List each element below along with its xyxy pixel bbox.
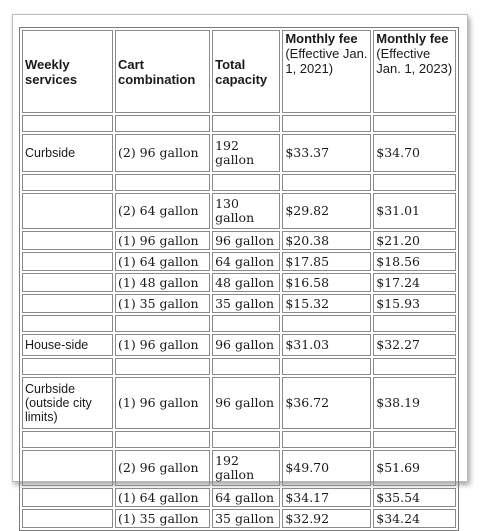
cart-cell: (1) 96 gallon bbox=[114, 377, 211, 429]
fee-2021-cell: $17.85 bbox=[282, 252, 372, 271]
cart-cell: (1) 96 gallon bbox=[114, 334, 211, 356]
fee-2023-cell: $15.93 bbox=[373, 294, 456, 313]
table-row: (1) 96 gallon 96 gallon $20.38 $21.20 bbox=[22, 231, 456, 250]
fee-2021-cell: $34.17 bbox=[282, 488, 372, 507]
fee-2021-cell: $32.92 bbox=[282, 509, 372, 528]
cart-cell: (1) 64 gallon bbox=[114, 488, 211, 507]
table-row: Curbside (2) 96 gallon 192 gallon $33.37… bbox=[22, 134, 456, 172]
cart-cell: (1) 48 gallon bbox=[114, 273, 211, 292]
table-row: (1) 35 gallon 35 gallon $15.32 $15.93 bbox=[22, 294, 456, 313]
spacer-row bbox=[22, 315, 456, 332]
capacity-cell: 64 gallon bbox=[212, 252, 281, 271]
service-cell: Curbside (outside city limits) bbox=[22, 377, 113, 429]
table-frame: Weekly services Cart combination Total c… bbox=[12, 14, 468, 531]
service-cell bbox=[22, 252, 113, 271]
service-cell bbox=[22, 450, 113, 486]
fee-2021-cell: $31.03 bbox=[282, 334, 372, 356]
fee-2021-cell: $49.70 bbox=[282, 450, 372, 486]
fee-2023-cell: $31.01 bbox=[373, 193, 456, 229]
table-row: Curbside (outside city limits) (1) 96 ga… bbox=[22, 377, 456, 429]
service-cell bbox=[22, 509, 113, 528]
fee-2021-cell: $15.32 bbox=[282, 294, 372, 313]
header-cart-combination: Cart combination bbox=[114, 30, 211, 113]
header-weekly-services: Weekly services bbox=[22, 30, 113, 113]
capacity-cell: 192 gallon bbox=[212, 134, 281, 172]
table-row: (1) 64 gallon 64 gallon $17.85 $18.56 bbox=[22, 252, 456, 271]
fee-2021-cell: $20.38 bbox=[282, 231, 372, 250]
header-row: Weekly services Cart combination Total c… bbox=[22, 30, 456, 113]
capacity-cell: 64 gallon bbox=[212, 488, 281, 507]
cart-cell: (1) 64 gallon bbox=[114, 252, 211, 271]
fee-2023-cell: $18.56 bbox=[373, 252, 456, 271]
cart-cell: (1) 35 gallon bbox=[114, 294, 211, 313]
cart-cell: (1) 96 gallon bbox=[114, 231, 211, 250]
header-fee-2021: Monthly fee (Effective Jan. 1, 2021) bbox=[282, 30, 372, 113]
fee-2023-cell: $21.20 bbox=[373, 231, 456, 250]
service-cell bbox=[22, 488, 113, 507]
header-total-capacity: Total capacity bbox=[212, 30, 281, 113]
fee-2021-cell: $36.72 bbox=[282, 377, 372, 429]
header-fee-2021-title: Monthly fee bbox=[285, 31, 358, 46]
cart-cell: (2) 64 gallon bbox=[114, 193, 211, 229]
fee-2021-cell: $33.37 bbox=[282, 134, 372, 172]
capacity-cell: 130 gallon bbox=[212, 193, 281, 229]
service-cell bbox=[22, 273, 113, 292]
table-row: (1) 48 gallon 48 gallon $16.58 $17.24 bbox=[22, 273, 456, 292]
header-fee-2023-title: Monthly fee bbox=[376, 31, 449, 46]
service-cell: Curbside bbox=[22, 134, 113, 172]
table-row: (1) 64 gallon 64 gallon $34.17 $35.54 bbox=[22, 488, 456, 507]
cart-cell: (2) 96 gallon bbox=[114, 450, 211, 486]
header-fee-2023-effective: (Effective Jan. 1, 2023) bbox=[376, 46, 453, 76]
capacity-cell: 192 gallon bbox=[212, 450, 281, 486]
fee-2023-cell: $35.54 bbox=[373, 488, 456, 507]
fee-2023-cell: $51.69 bbox=[373, 450, 456, 486]
table-row: (2) 64 gallon 130 gallon $29.82 $31.01 bbox=[22, 193, 456, 229]
table-row: (2) 96 gallon 192 gallon $49.70 $51.69 bbox=[22, 450, 456, 486]
header-fee-2023: Monthly fee (Effective Jan. 1, 2023) bbox=[373, 30, 456, 113]
fee-2023-cell: $17.24 bbox=[373, 273, 456, 292]
service-cell: House-side bbox=[22, 334, 113, 356]
fee-table: Weekly services Cart combination Total c… bbox=[19, 27, 459, 531]
spacer-row bbox=[22, 431, 456, 448]
spacer-row bbox=[22, 358, 456, 375]
fee-2023-cell: $38.19 bbox=[373, 377, 456, 429]
capacity-cell: 48 gallon bbox=[212, 273, 281, 292]
fee-2021-cell: $29.82 bbox=[282, 193, 372, 229]
fee-2021-cell: $16.58 bbox=[282, 273, 372, 292]
capacity-cell: 96 gallon bbox=[212, 231, 281, 250]
capacity-cell: 35 gallon bbox=[212, 509, 281, 528]
header-fee-2021-effective: (Effective Jan. 1, 2021) bbox=[285, 46, 368, 76]
spacer-row bbox=[22, 115, 456, 132]
table-row: (1) 35 gallon 35 gallon $32.92 $34.24 bbox=[22, 509, 456, 528]
capacity-cell: 35 gallon bbox=[212, 294, 281, 313]
fee-2023-cell: $34.70 bbox=[373, 134, 456, 172]
service-cell bbox=[22, 231, 113, 250]
service-cell bbox=[22, 193, 113, 229]
fee-2023-cell: $34.24 bbox=[373, 509, 456, 528]
capacity-cell: 96 gallon bbox=[212, 377, 281, 429]
service-cell bbox=[22, 294, 113, 313]
cart-cell: (2) 96 gallon bbox=[114, 134, 211, 172]
table-row: House-side (1) 96 gallon 96 gallon $31.0… bbox=[22, 334, 456, 356]
fee-2023-cell: $32.27 bbox=[373, 334, 456, 356]
spacer-row bbox=[22, 174, 456, 191]
cart-cell: (1) 35 gallon bbox=[114, 509, 211, 528]
capacity-cell: 96 gallon bbox=[212, 334, 281, 356]
